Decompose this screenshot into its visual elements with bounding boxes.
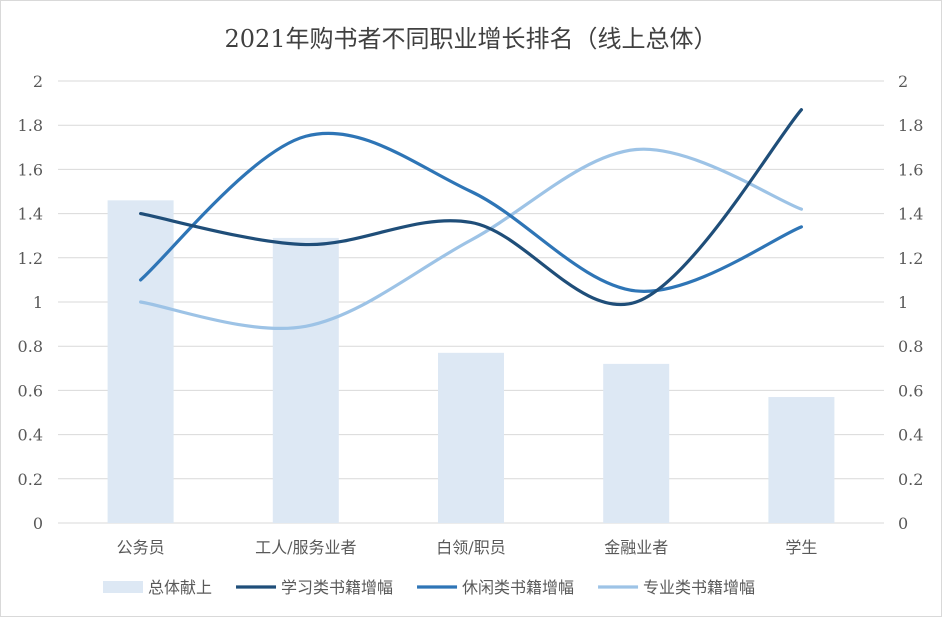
y-tick-label: 0: [33, 514, 43, 533]
y-tick-label: 0.2: [18, 470, 43, 489]
bar: [107, 200, 174, 523]
y2-tick-label: 1.4: [898, 205, 923, 224]
y2-tick-label: 0.6: [898, 381, 923, 400]
y2-tick-label: 0.8: [898, 337, 923, 356]
line-series: [139, 108, 803, 331]
legend: 总体献上 学习类书籍增幅 休闲类书籍增幅 专业类书籍增幅: [103, 578, 755, 597]
x-tick-label: 工人/服务业者: [255, 538, 356, 557]
bar-series: [107, 200, 835, 523]
y2-tick-label: 1.2: [898, 249, 923, 268]
series-line: [139, 131, 803, 293]
legend-label: 专业类书籍增幅: [643, 578, 755, 597]
y2-tick-label: 0.4: [898, 426, 923, 445]
series-line: [139, 147, 803, 331]
x-tick-label: 白领/职员: [436, 538, 505, 557]
y-tick-label: 0.4: [18, 426, 43, 445]
bar: [272, 237, 339, 523]
x-tick-label: 学生: [785, 538, 817, 557]
y-axis-right: 0 0.2 0.4 0.6 0.8 1 1.2 1.4 1.6 1.8 2: [898, 72, 923, 533]
y2-tick-label: 0: [898, 514, 908, 533]
y-tick-label: 1: [33, 293, 43, 312]
series-line: [139, 108, 803, 306]
y2-tick-label: 0.2: [898, 470, 923, 489]
legend-label: 总体献上: [148, 578, 212, 597]
legend-swatch: [103, 581, 143, 593]
y2-tick-label: 1.8: [898, 116, 923, 135]
legend-label: 休闲类书籍增幅: [462, 578, 574, 597]
y2-tick-label: 1: [898, 293, 908, 312]
x-axis: 公务员 工人/服务业者 白领/职员 金融业者 学生: [117, 538, 818, 557]
bar: [603, 363, 670, 523]
y-tick-label: 1.2: [18, 249, 43, 268]
y2-tick-label: 1.6: [898, 160, 923, 179]
y-tick-label: 1.8: [18, 116, 43, 135]
y-tick-label: 2: [33, 72, 43, 91]
legend-label: 学习类书籍增幅: [281, 578, 393, 597]
x-tick-label: 公务员: [117, 538, 165, 557]
y-tick-label: 1.4: [18, 205, 43, 224]
chart-title: 2021年购书者不同职业增长排名（线上总体）: [224, 25, 717, 53]
y-tick-label: 0.8: [18, 337, 43, 356]
bar: [438, 352, 504, 523]
y-axis-left: 0 0.2 0.4 0.6 0.8 1 1.2 1.4 1.6 1.8 2: [18, 72, 43, 533]
x-tick-label: 金融业者: [604, 538, 668, 557]
y2-tick-label: 2: [898, 72, 908, 91]
bar: [768, 397, 835, 523]
y-tick-label: 1.6: [18, 160, 43, 179]
y-tick-label: 0.6: [18, 381, 43, 400]
